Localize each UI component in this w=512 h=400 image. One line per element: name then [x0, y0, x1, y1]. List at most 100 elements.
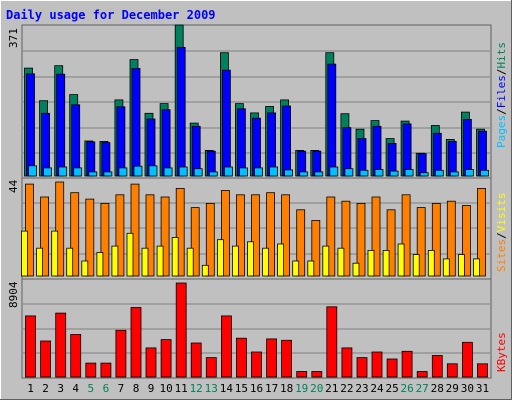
x-tick-label: 14: [220, 382, 234, 395]
kbytes-bar: [326, 306, 338, 378]
legend-separator: /: [495, 232, 508, 239]
kbytes-bar: [431, 355, 443, 378]
sites-bar: [382, 249, 390, 277]
files-bar: [282, 105, 292, 177]
kbytes-bar: [446, 363, 458, 378]
visits-bar: [235, 194, 245, 277]
pages-bar: [374, 169, 384, 177]
files-bar: [116, 106, 126, 177]
pages-bar: [389, 170, 399, 177]
kbytes-bar: [130, 307, 142, 378]
hits-y-max-label: 371: [7, 28, 20, 48]
kbytes-bar: [205, 357, 217, 378]
kbytes-panel: 8904 KBytes: [7, 278, 508, 379]
kbytes-bar: [40, 340, 51, 378]
x-tick-label: 21: [325, 382, 338, 395]
legend-separator: /: [495, 69, 508, 76]
kbytes-bar: [371, 351, 383, 378]
pages-bar: [208, 171, 218, 177]
pages-bar: [58, 166, 68, 177]
kbytes-y-max-label: 8904: [7, 281, 20, 308]
files-bar: [267, 112, 277, 177]
x-tick-label: 4: [72, 382, 79, 395]
legend-kbytes: KBytes: [495, 332, 508, 372]
pages-bar: [254, 167, 263, 177]
legend-pages: Pages: [495, 115, 508, 148]
x-tick-label: 31: [476, 382, 489, 395]
kbytes-bar: [115, 329, 127, 378]
x-tick-label: 13: [205, 382, 218, 395]
kbytes-bar: [70, 334, 82, 378]
files-bar: [41, 112, 50, 177]
hits-bars: [24, 24, 489, 177]
sites-bar: [277, 243, 285, 277]
files-bar: [327, 63, 337, 177]
x-tick-label: 25: [385, 382, 398, 395]
visits-bar: [25, 183, 34, 277]
files-bar: [71, 104, 81, 177]
visits-bar: [386, 209, 396, 277]
kbytes-bar: [25, 315, 36, 378]
kbytes-bar: [190, 342, 202, 378]
pages-bar: [434, 169, 444, 177]
legend-sites: Sites: [495, 239, 508, 272]
kbytes-bar: [461, 341, 473, 378]
legend-hits: Hits: [495, 42, 508, 69]
x-tick-label: 9: [148, 382, 155, 395]
hits-panel: 371 Pages/Files/Hits: [7, 24, 508, 179]
x-tick-label: 18: [280, 382, 293, 395]
kbytes-bar: [311, 371, 323, 378]
x-tick-label: 5: [87, 382, 94, 395]
sites-bar: [247, 241, 254, 277]
pages-bar: [359, 169, 369, 177]
pages-bar: [449, 171, 459, 177]
pages-bar: [404, 169, 414, 177]
kbytes-bar: [251, 351, 262, 378]
files-bar: [236, 108, 246, 177]
sites-bar: [171, 237, 179, 277]
pages-bar: [163, 167, 173, 177]
pages-bar: [269, 166, 279, 177]
pages-bar: [329, 166, 339, 177]
sites-bar: [51, 230, 59, 277]
visits-bar: [311, 220, 321, 277]
sites-bar: [21, 230, 28, 277]
visits-bar: [266, 192, 276, 277]
pages-bar: [178, 166, 188, 177]
sites-bar: [262, 247, 270, 277]
pages-bar: [73, 167, 83, 177]
pages-bar: [118, 167, 128, 177]
visits-bar: [326, 196, 336, 277]
kbytes-bar: [145, 347, 157, 378]
files-bar: [447, 140, 457, 177]
kbytes-bar: [416, 371, 428, 378]
pages-bar: [480, 169, 489, 177]
pages-bar: [464, 169, 474, 177]
visits-bar: [461, 205, 471, 277]
sites-bar: [322, 245, 330, 277]
x-tick-label: 6: [103, 382, 110, 395]
files-bar: [86, 141, 96, 177]
pages-bar: [419, 172, 429, 177]
sites-bar: [111, 245, 119, 277]
files-bar: [372, 125, 382, 177]
visits-bar: [341, 200, 351, 277]
visits-bar: [130, 183, 140, 277]
visits-bar: [115, 194, 125, 277]
files-bar: [462, 119, 472, 177]
x-tick-label: 23: [355, 382, 368, 395]
sites-bar: [292, 260, 300, 277]
kbytes-bars: [25, 282, 488, 378]
pages-bar: [148, 165, 158, 177]
kbytes-bar: [386, 358, 398, 378]
sites-bar: [126, 232, 134, 277]
pages-bar: [88, 171, 98, 177]
kbytes-bar: [160, 339, 172, 378]
visits-bar: [356, 202, 366, 277]
visits-bar: [205, 202, 215, 277]
visits-legend: Sites/Visits: [495, 193, 508, 273]
x-tick-label: 24: [370, 382, 384, 395]
files-bar: [252, 117, 261, 177]
pages-bar: [284, 169, 294, 177]
sites-bar: [427, 249, 435, 277]
